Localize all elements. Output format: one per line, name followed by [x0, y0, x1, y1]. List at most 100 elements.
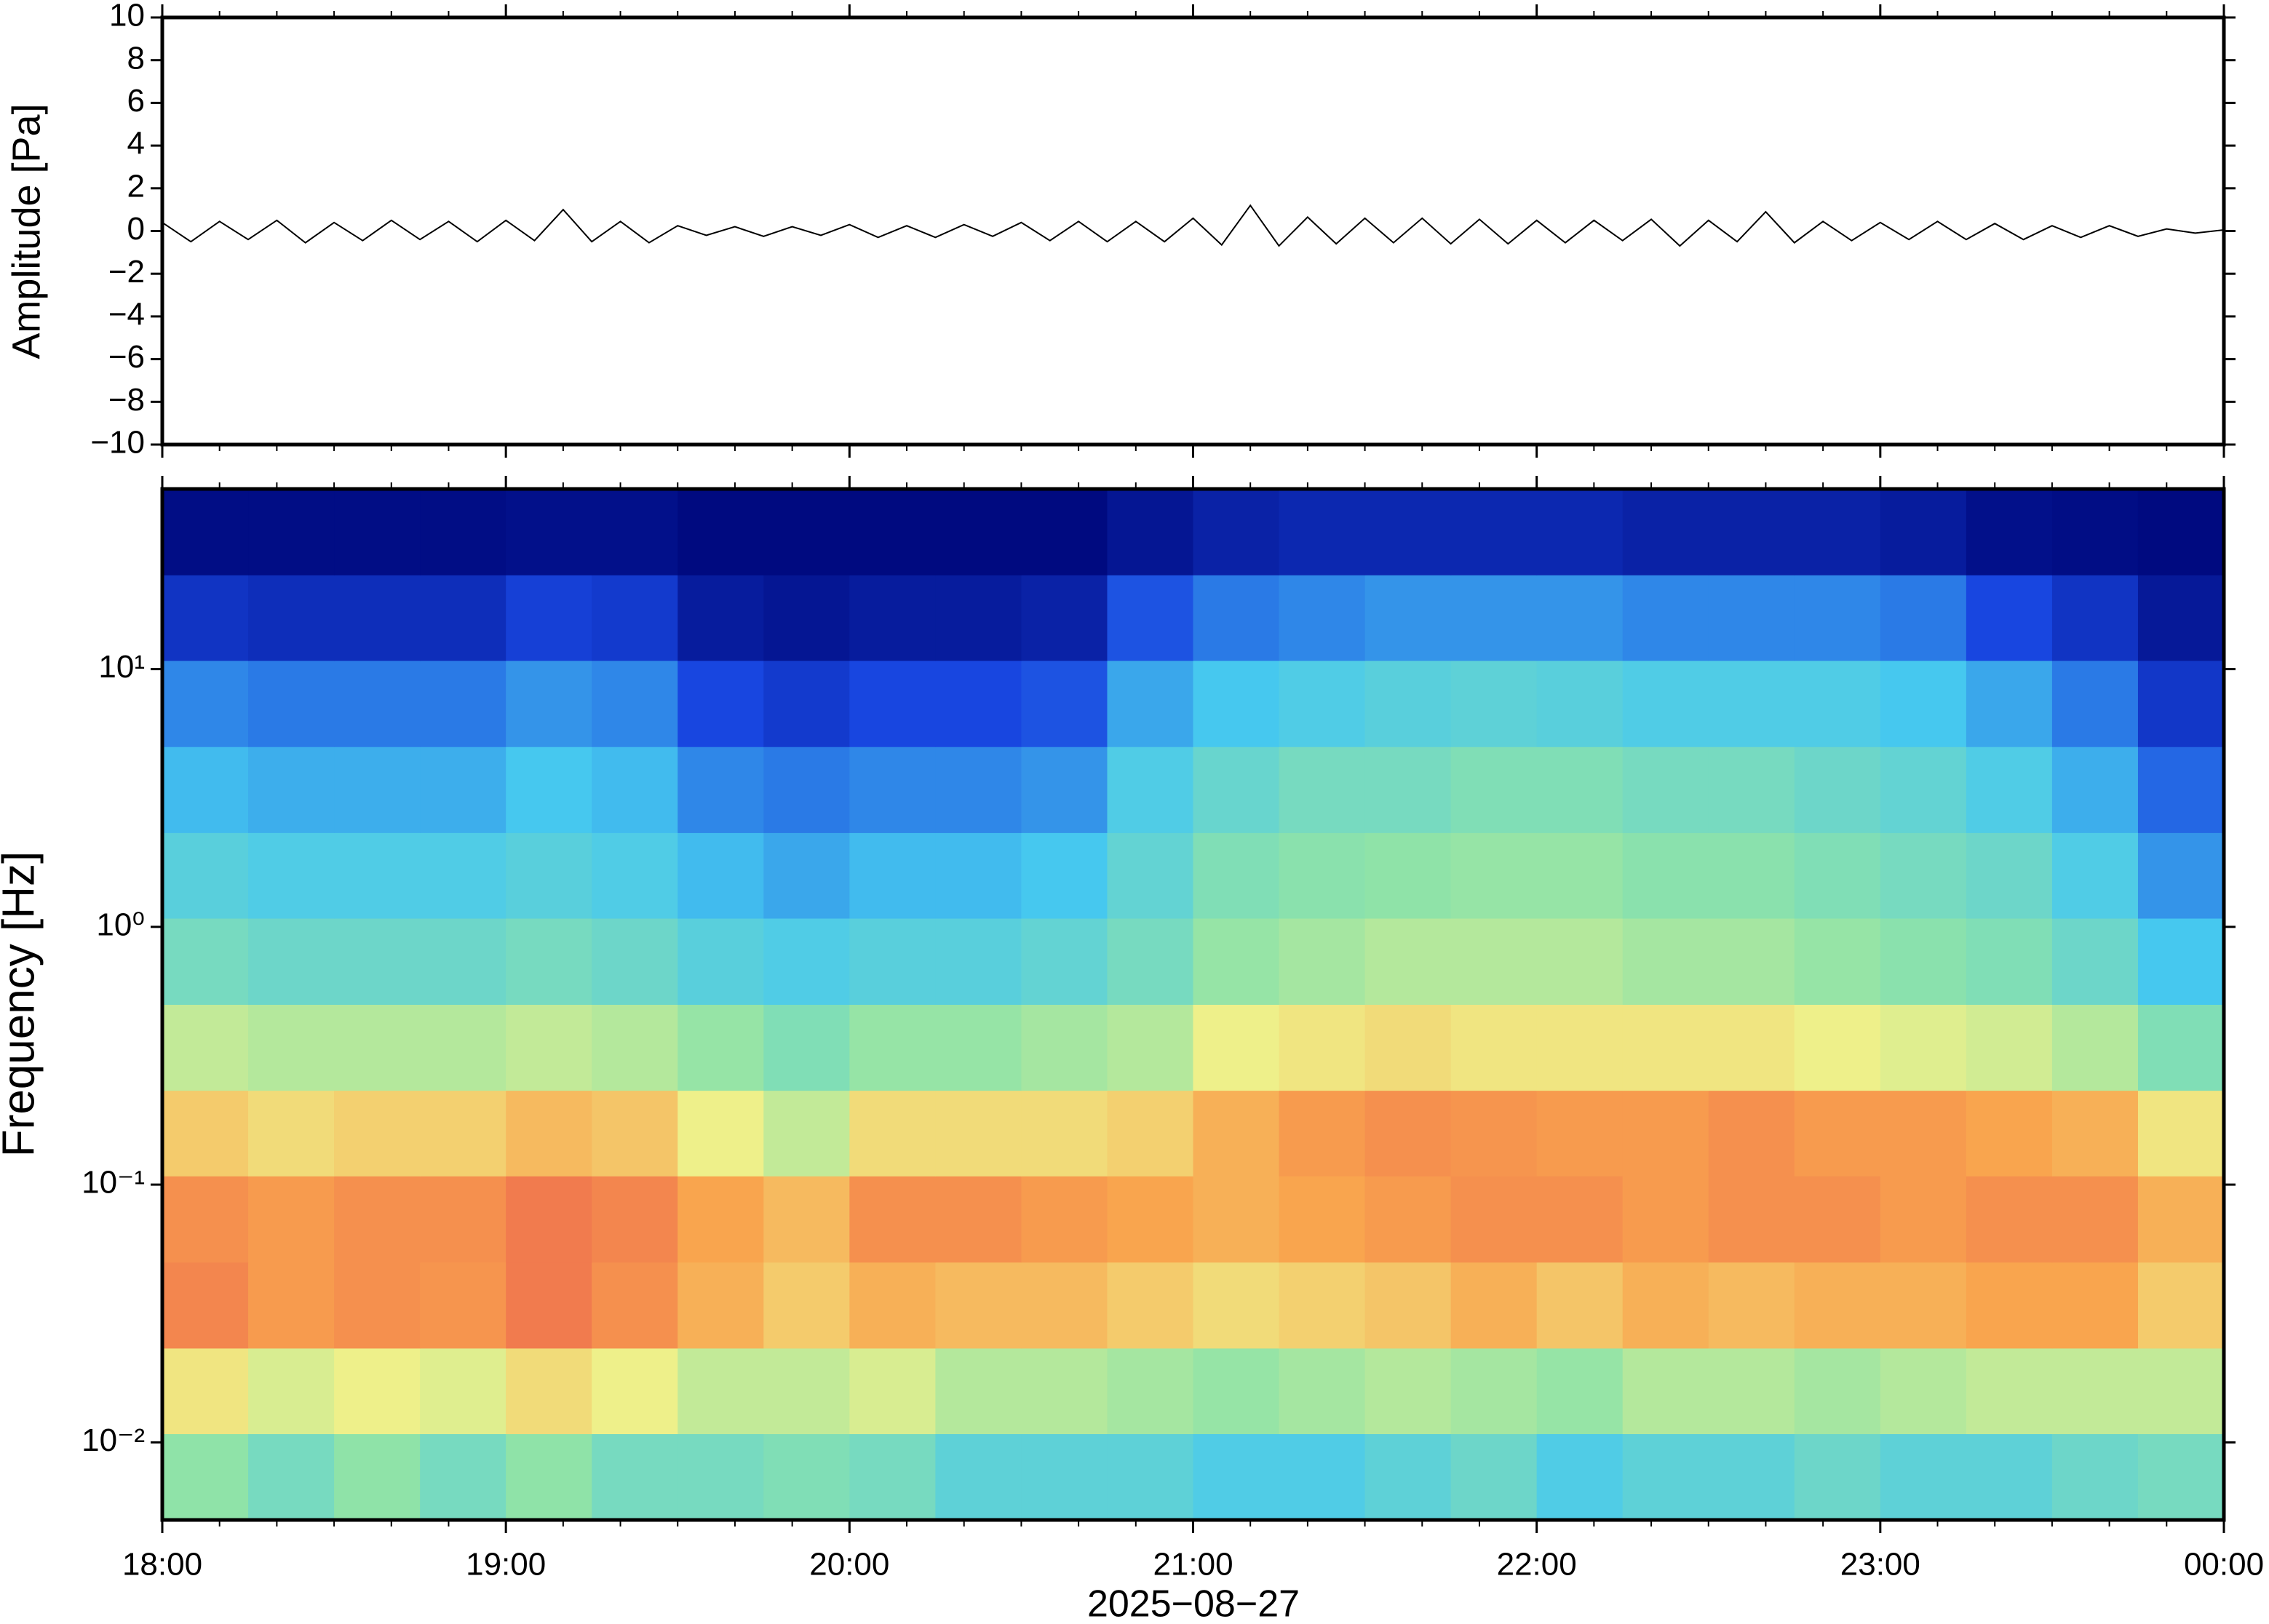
spectrogram-cell: [1708, 1348, 1795, 1435]
spectrogram-cell: [1794, 660, 1881, 747]
spectrogram-cell: [677, 832, 764, 919]
spectrogram-cell: [506, 1433, 592, 1521]
spectrogram-cell: [677, 747, 764, 833]
spectrogram-cell: [420, 1262, 506, 1349]
spectrogram-cell: [763, 1090, 850, 1177]
spectrogram-cell: [849, 1262, 936, 1349]
spectrogram-cell: [2137, 747, 2225, 833]
spectrogram-cell: [1966, 1262, 2053, 1349]
spectrogram-cell: [763, 1348, 850, 1435]
spectrogram-cell: [1107, 660, 1193, 747]
spectrogram-cell: [1880, 832, 1967, 919]
spectrogram-cell: [1622, 575, 1709, 661]
spectrogram-cell: [592, 660, 678, 747]
spectrogram-cell: [592, 832, 678, 919]
spectrogram-cell: [2137, 832, 2225, 919]
spectrogram-cell: [849, 1090, 936, 1177]
spectrogram-cell: [1622, 660, 1709, 747]
spectrogram-cell: [935, 1176, 1022, 1263]
spectrogram-cell: [935, 1262, 1022, 1349]
spectrogram-cell: [1450, 1262, 1538, 1349]
spectrogram-cell: [506, 489, 592, 576]
spectrogram-cell: [1708, 489, 1795, 576]
spectrogram-cell: [1536, 660, 1624, 747]
y-tick-label: 10⁻¹: [82, 1165, 145, 1201]
spectrogram-cell: [162, 489, 249, 576]
plot-frame: [160, 15, 2226, 447]
spectrogram-cell: [763, 575, 850, 661]
spectrogram-cell: [1794, 1004, 1881, 1091]
spectrogram-cell: [1193, 832, 1280, 919]
spectrogram-cell: [763, 660, 850, 747]
spectrogram-cell: [1708, 832, 1795, 919]
y-tick-label: 6: [127, 83, 145, 119]
spectrogram-cell: [592, 1004, 678, 1091]
spectrogram-cell: [420, 918, 506, 1005]
spectrogram-cell: [1107, 918, 1193, 1005]
spectrogram-cell: [1364, 1176, 1452, 1263]
spectrogram-cell: [1536, 1433, 1624, 1521]
spectrogram-cell: [849, 660, 936, 747]
spectrogram-cell: [1966, 1433, 2053, 1521]
spectrogram-cell: [1708, 660, 1795, 747]
spectrogram-cell: [2051, 832, 2139, 919]
spectrogram-cell: [1364, 1004, 1452, 1091]
y-tick-label: 10¹: [98, 649, 145, 685]
spectrogram-cell: [935, 1348, 1022, 1435]
spectrogram-cell: [1107, 747, 1193, 833]
spectrogram-cell: [1880, 1433, 1967, 1521]
spectrogram-cell: [1364, 1433, 1452, 1521]
spectrogram-cell: [1021, 1348, 1108, 1435]
spectrogram-cell: [334, 1433, 421, 1521]
spectrogram-cell: [506, 747, 592, 833]
spectrogram-cell: [162, 1090, 249, 1177]
spectrogram-cell: [763, 1004, 850, 1091]
x-axis-label: 2025−08−27: [1087, 1583, 1300, 1624]
spectrogram-cell: [1107, 1176, 1193, 1263]
spectrogram-cell: [1107, 1090, 1193, 1177]
spectrogram-cell: [334, 918, 421, 1005]
spectrogram-cell: [1279, 747, 1366, 833]
y-tick-label: 8: [127, 40, 145, 76]
spectrogram-cell: [420, 1348, 506, 1435]
spectrogram-cell: [2051, 660, 2139, 747]
y-tick-label: 2: [127, 168, 145, 204]
spectrogram-cell: [420, 1433, 506, 1521]
spectrogram-cell: [1536, 1176, 1624, 1263]
spectrogram-cell: [1021, 918, 1108, 1005]
spectrogram-cell: [1880, 575, 1967, 661]
spectrogram-cell: [248, 575, 335, 661]
y-tick-label: 0: [127, 211, 145, 247]
spectrogram-cell: [2051, 747, 2139, 833]
spectrogram-cell: [162, 1004, 249, 1091]
spectrogram-cell: [1450, 575, 1538, 661]
spectrogram-cell: [1107, 1433, 1193, 1521]
spectrogram-cell: [1536, 747, 1624, 833]
spectrogram-cell: [1450, 1348, 1538, 1435]
spectrogram-cell: [1622, 832, 1709, 919]
spectrogram-cell: [2137, 1176, 2225, 1263]
spectrogram-cell: [935, 575, 1022, 661]
spectrogram-cell: [1107, 489, 1193, 576]
spectrogram-cell: [2051, 1090, 2139, 1177]
spectrogram-cell: [162, 832, 249, 919]
spectrogram-cell: [1966, 1004, 2053, 1091]
x-tick-label: 19:00: [466, 1547, 546, 1583]
spectrogram-cell: [1966, 918, 2053, 1005]
spectrogram-cell: [1622, 1262, 1709, 1349]
spectrogram-cell: [420, 747, 506, 833]
spectrogram-cell: [1193, 660, 1280, 747]
spectrogram-cell: [592, 1433, 678, 1521]
spectrogram-cell: [849, 918, 936, 1005]
spectrogram-cell: [334, 747, 421, 833]
spectrogram-cell: [1450, 747, 1538, 833]
spectrogram-cell: [1021, 1090, 1108, 1177]
spectrogram-cell: [248, 1348, 335, 1435]
y-tick-label: 10⁰: [96, 907, 145, 942]
spectrogram-cell: [1966, 1090, 2053, 1177]
spectrogram-cell: [1021, 1176, 1108, 1263]
spectrogram-cell: [420, 1004, 506, 1091]
spectrogram-cell: [506, 832, 592, 919]
spectrogram-cell: [763, 832, 850, 919]
